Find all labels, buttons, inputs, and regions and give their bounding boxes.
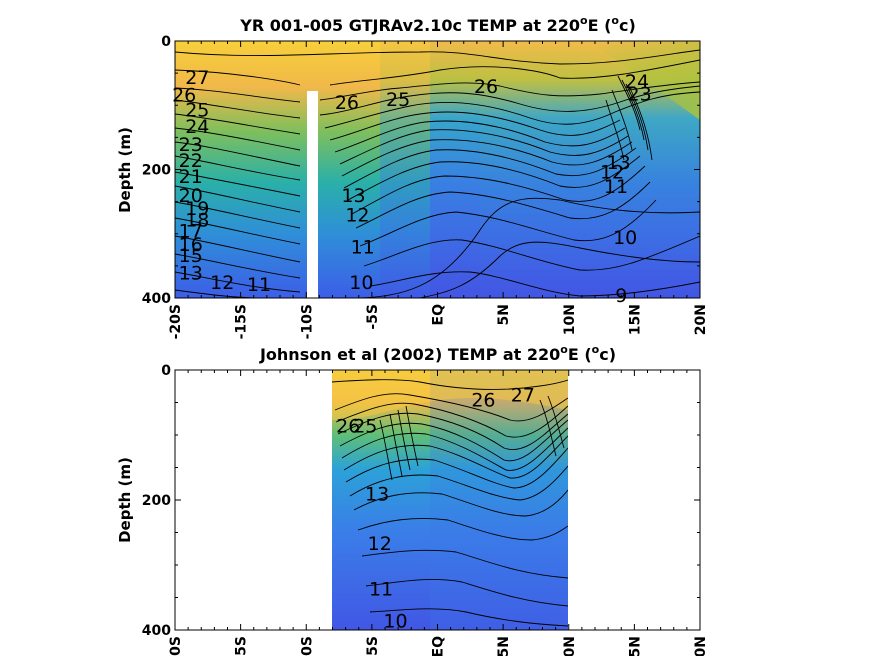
top-contour-label: 24 bbox=[625, 71, 649, 93]
top-contour-label: 10 bbox=[349, 272, 373, 294]
top-y-axis: 0 200 400 bbox=[142, 34, 700, 307]
top-contour-label: 25 bbox=[185, 100, 209, 122]
top-contour-label: 25 bbox=[386, 89, 410, 111]
bottom-x-tick-label: -5S bbox=[365, 636, 381, 656]
top-y-axis-label: Depth (m) bbox=[116, 127, 134, 213]
top-x-axis: -20S -15S -10S -5S EQ 5N 10N 15N 20N bbox=[168, 41, 709, 339]
bottom-contour-label: 13 bbox=[365, 484, 389, 506]
top-contour-label: 12 bbox=[345, 204, 369, 226]
top-y-tick-label: 0 bbox=[161, 34, 171, 50]
top-contour-label: 12 bbox=[600, 161, 624, 183]
top-contour-label: 11 bbox=[247, 274, 271, 296]
bottom-contour-label: 11 bbox=[369, 578, 393, 600]
bottom-contour-label: 25 bbox=[353, 415, 377, 437]
bottom-color-field bbox=[332, 370, 568, 630]
top-contour-label: 13 bbox=[179, 262, 203, 284]
top-x-tick-label: 5N bbox=[496, 304, 512, 325]
top-data-gap bbox=[307, 91, 318, 298]
top-contour-label: 24 bbox=[185, 116, 209, 138]
top-x-tick-label: -5S bbox=[365, 304, 381, 330]
top-x-tick-label: -15S bbox=[234, 304, 250, 339]
top-x-tick-label: 10N bbox=[562, 304, 578, 335]
bottom-x-tick-label: 5N bbox=[496, 636, 512, 656]
bottom-contour-label: 26 bbox=[471, 389, 495, 411]
top-contour-label: 17 bbox=[179, 221, 203, 243]
bottom-x-tick-label: 10N bbox=[562, 636, 578, 656]
bottom-contour-label: 26 bbox=[336, 415, 360, 437]
top-contour-label: 11 bbox=[604, 176, 628, 198]
top-contour-label: 10 bbox=[613, 227, 637, 249]
top-contour-label: 26 bbox=[172, 84, 196, 106]
top-x-tick-label: 15N bbox=[627, 304, 643, 335]
bottom-y-tick-label: 400 bbox=[142, 623, 171, 639]
bottom-y-axis-label: Depth (m) bbox=[116, 457, 134, 543]
top-contour-label: 27 bbox=[185, 67, 209, 89]
top-contour-label: 23 bbox=[179, 134, 203, 156]
bottom-x-tick-label: EQ bbox=[431, 636, 447, 656]
top-contour-label: 12 bbox=[210, 272, 234, 294]
top-contour-label: 26 bbox=[335, 92, 359, 114]
bottom-contour-label: 10 bbox=[383, 610, 407, 632]
top-y-tick-label: 200 bbox=[142, 163, 171, 179]
bottom-contours bbox=[332, 379, 568, 627]
top-x-tick-label: 20N bbox=[693, 304, 709, 335]
bottom-contour-label: 12 bbox=[368, 533, 392, 555]
bottom-x-tick-label: 20N bbox=[693, 636, 709, 656]
bottom-x-tick-label: -20S bbox=[168, 636, 184, 656]
bottom-y-tick-label: 0 bbox=[161, 363, 171, 379]
top-contour-label: 13 bbox=[341, 185, 365, 207]
top-chart-title: YR 001-005 GTJRAv2.10c TEMP at 220oE (oc… bbox=[239, 14, 636, 35]
bottom-x-axis: -20S -15S -10S -5S EQ 5N 10N 15N 20N bbox=[168, 370, 709, 656]
bottom-y-tick-label: 200 bbox=[142, 493, 171, 509]
bottom-y-axis: 0 200 400 bbox=[142, 363, 700, 639]
top-contour-label: 20 bbox=[179, 185, 203, 207]
bottom-x-tick-label: -10S bbox=[299, 636, 315, 656]
top-contour-label: 26 bbox=[474, 76, 498, 98]
top-contour-label: 19 bbox=[185, 198, 209, 220]
top-contour-label: 23 bbox=[628, 84, 652, 106]
bottom-x-tick-label: 15N bbox=[627, 636, 643, 656]
bottom-contour-label: 27 bbox=[511, 385, 535, 407]
top-color-field bbox=[175, 41, 700, 298]
bottom-x-tick-label: -15S bbox=[234, 636, 250, 656]
top-x-tick-label: -20S bbox=[168, 304, 184, 339]
top-x-tick-label: EQ bbox=[431, 304, 447, 326]
top-x-tick-label: -10S bbox=[299, 304, 315, 339]
top-contour-label: 11 bbox=[351, 237, 375, 259]
top-contour-label: 15 bbox=[179, 245, 203, 267]
top-contour-label: 21 bbox=[179, 166, 203, 188]
top-contour-label: 16 bbox=[179, 234, 203, 256]
top-contour-label: 18 bbox=[185, 210, 209, 232]
top-contour-label: 13 bbox=[607, 152, 631, 174]
top-contours bbox=[175, 49, 700, 298]
bottom-chart-title: Johnson et al (2002) TEMP at 220oE (oc) bbox=[259, 343, 616, 364]
top-contour-label: 22 bbox=[179, 150, 203, 172]
top-y-tick-label: 400 bbox=[142, 291, 171, 307]
